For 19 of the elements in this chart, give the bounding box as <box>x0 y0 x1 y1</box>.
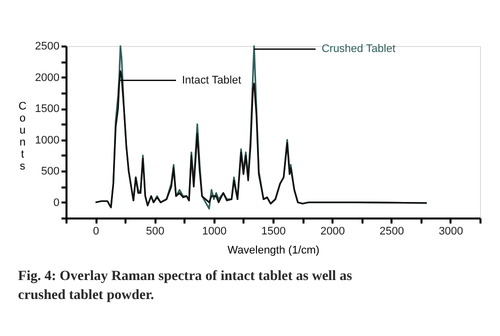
x-tick-label: 500 <box>146 226 164 238</box>
y-tick-label: 2000 <box>35 72 60 84</box>
x-tick-label: 1000 <box>202 226 227 238</box>
y-tick-label: 2500 <box>35 40 60 52</box>
x-tick-label: 0 <box>93 226 100 238</box>
y-tick-label: 500 <box>41 166 60 178</box>
x-tick-label: 2000 <box>320 226 345 238</box>
x-tick-label: 2500 <box>380 226 404 238</box>
x-tick-label: 1500 <box>261 226 286 238</box>
x-tick-label: 3000 <box>438 226 464 238</box>
y-tick-label: 0 <box>53 196 60 209</box>
y-axis-title: Counts <box>18 100 27 172</box>
series-label: Intact Tablet <box>182 74 242 86</box>
y-tick-label: 1000 <box>35 134 60 146</box>
y-tick-label: 1500 <box>35 103 60 116</box>
text: Crushed Tablet <box>322 43 396 56</box>
x-axis-title: Wavelength (1/cm) <box>228 244 320 256</box>
line-series <box>94 70 428 208</box>
caption: Fig. 4: Overlay Raman spectra of intact tablet as well as crushed tablet powder. <box>18 269 353 303</box>
